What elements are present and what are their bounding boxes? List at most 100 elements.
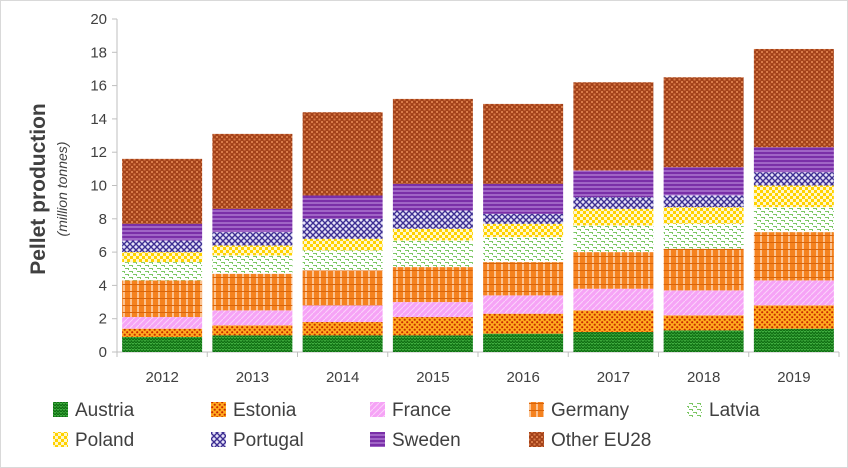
legend-label-sweden: Sweden: [392, 430, 461, 451]
bar-segment-sweden-2017: [573, 170, 654, 198]
legend-swatch-france: [370, 402, 385, 417]
bar-segment-latvia-2017: [573, 225, 654, 253]
bar-segment-poland-2018: [663, 207, 744, 224]
y-tick-label: 14: [90, 111, 107, 128]
y-tick-label: 18: [90, 44, 107, 61]
bar-segment-estonia-2016: [483, 313, 564, 334]
bar-segment-latvia-2015: [392, 240, 473, 268]
bar-segment-austria-2018: [663, 330, 744, 352]
bar-segment-latvia-2019: [753, 207, 834, 233]
bar-segment-latvia-2012: [122, 262, 203, 281]
legend-item-germany: Germany: [529, 400, 630, 421]
bar-segment-other-eu28-2016: [483, 103, 564, 184]
bar-segment-austria-2015: [392, 335, 473, 352]
bar-stack-2013: [212, 133, 293, 352]
legend-item-latvia: Latvia: [687, 400, 760, 421]
x-tick-label: 2013: [236, 369, 269, 386]
bar-stack-2019: [753, 48, 834, 352]
x-tick-label: 2012: [145, 369, 178, 386]
bar-segment-france-2019: [753, 280, 834, 306]
bar-segment-poland-2019: [753, 185, 834, 208]
bar-segment-austria-2019: [753, 328, 834, 352]
bar-segment-poland-2013: [212, 245, 293, 256]
bar-segment-austria-2012: [122, 337, 203, 352]
bar-segment-estonia-2015: [392, 317, 473, 336]
bar-segment-estonia-2019: [753, 305, 834, 329]
legend-label-austria: Austria: [75, 400, 135, 421]
bar-segment-portugal-2013: [212, 232, 293, 246]
bar-segment-portugal-2016: [483, 213, 564, 224]
legend-label-france: France: [392, 400, 451, 421]
y-tick-label: 4: [99, 277, 107, 294]
legend-swatch-sweden: [370, 432, 385, 447]
bar-segment-other-eu28-2015: [392, 98, 473, 184]
bar-segment-other-eu28-2013: [212, 133, 293, 209]
legend-label-germany: Germany: [551, 400, 630, 421]
y-tick-label: 0: [99, 344, 107, 361]
bar-segment-germany-2017: [573, 252, 654, 289]
bar-segment-other-eu28-2017: [573, 82, 654, 171]
bar-segment-germany-2014: [302, 270, 383, 306]
y-tick-label: 12: [90, 144, 107, 161]
bar-segment-portugal-2019: [753, 172, 834, 186]
bar-segment-other-eu28-2019: [753, 48, 834, 148]
bar-stack-2018: [663, 77, 744, 352]
bar-segment-portugal-2012: [122, 240, 203, 253]
bar-segment-germany-2018: [663, 248, 744, 291]
legend-swatch-estonia: [211, 402, 226, 417]
legend-item-sweden: Sweden: [370, 430, 461, 451]
y-tick-label: 2: [99, 311, 107, 328]
legend-swatch-austria: [53, 402, 68, 417]
bar-segment-portugal-2017: [573, 197, 654, 209]
bar-segment-sweden-2019: [753, 147, 834, 173]
bar-segment-poland-2012: [122, 252, 203, 263]
bar-segment-austria-2017: [573, 332, 654, 352]
y-tick-label: 20: [90, 11, 107, 28]
bar-segment-austria-2013: [212, 335, 293, 352]
bar-segment-austria-2016: [483, 333, 564, 352]
bar-segment-portugal-2015: [392, 210, 473, 229]
bar-segment-estonia-2013: [212, 325, 293, 336]
y-tick-label: 6: [99, 244, 107, 261]
legend-swatch-latvia: [687, 402, 702, 417]
bar-segment-poland-2015: [392, 228, 473, 241]
legend-label-estonia: Estonia: [233, 400, 297, 421]
legend-swatch-portugal: [211, 432, 226, 447]
legend-item-estonia: Estonia: [211, 400, 297, 421]
bar-segment-latvia-2018: [663, 223, 744, 249]
bar-segment-portugal-2014: [302, 218, 383, 239]
bar-segment-portugal-2018: [663, 195, 744, 208]
bar-segment-sweden-2016: [483, 183, 564, 214]
y-tick-label: 10: [90, 178, 107, 195]
bar-segment-estonia-2014: [302, 322, 383, 336]
legend-item-france: France: [370, 400, 451, 421]
bar-stack-2016: [483, 103, 564, 352]
bar-stack-2014: [302, 112, 383, 352]
bar-segment-france-2014: [302, 305, 383, 323]
bar-stack-2017: [573, 82, 654, 352]
bar-stack-2012: [122, 158, 203, 352]
bar-segment-latvia-2014: [302, 250, 383, 271]
bar-segment-poland-2014: [302, 238, 383, 251]
bar-segment-sweden-2012: [122, 223, 203, 241]
legend-label-other-eu28: Other EU28: [551, 430, 651, 451]
y-axis-title: Pellet production: [27, 103, 50, 275]
x-tick-label: 2017: [597, 369, 630, 386]
x-tick-label: 2019: [777, 369, 810, 386]
bar-segment-poland-2016: [483, 223, 564, 238]
legend-swatch-poland: [53, 432, 68, 447]
bar-segment-other-eu28-2012: [122, 158, 203, 224]
x-tick-label: 2014: [326, 369, 359, 386]
bar-stack-2015: [392, 98, 473, 352]
legend-item-poland: Poland: [53, 430, 134, 451]
bar-segment-germany-2013: [212, 273, 293, 311]
bar-segment-estonia-2018: [663, 315, 744, 331]
y-axis-subtitle: (million tonnes): [54, 142, 70, 237]
y-tick-label: 8: [99, 211, 107, 228]
bar-segment-latvia-2016: [483, 237, 564, 263]
bar-segment-austria-2014: [302, 335, 383, 352]
x-tick-label: 2016: [506, 369, 539, 386]
bar-segment-germany-2016: [483, 262, 564, 296]
legend-label-portugal: Portugal: [233, 430, 304, 451]
